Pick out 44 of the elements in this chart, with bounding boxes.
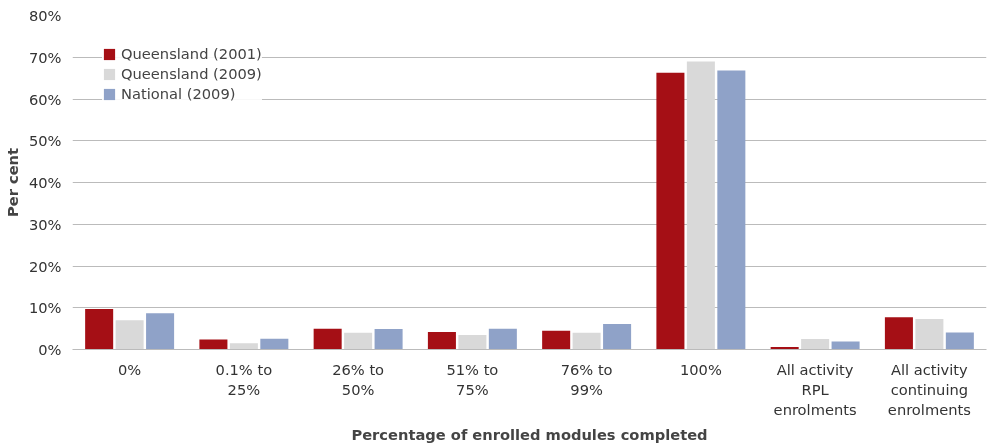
y-tick-label: 70% <box>28 48 62 66</box>
y-tick-label: 20% <box>28 257 62 275</box>
bar <box>915 319 944 350</box>
x-tick-label: All activity RPL enrolments <box>773 360 857 419</box>
y-tick-label: 0% <box>38 341 62 358</box>
y-tick-label: 40% <box>28 174 62 191</box>
y-axis-title: Per cent <box>3 147 21 218</box>
legend-label: Queensland (2009) <box>121 65 262 82</box>
y-tick-label: 60% <box>28 90 62 108</box>
bar <box>945 332 974 350</box>
bar <box>488 328 517 350</box>
bar <box>229 343 258 350</box>
x-tick-label: All activity continuing enrolments <box>887 360 971 419</box>
bar <box>374 329 403 350</box>
bar <box>686 61 715 350</box>
bar <box>801 339 830 350</box>
x-tick-label: 0.1% to 25% <box>215 360 273 398</box>
bar <box>572 332 601 350</box>
bar <box>344 332 373 350</box>
y-tick-label: 30% <box>28 215 62 233</box>
bar <box>199 339 228 350</box>
x-tick-label: 51% to 75% <box>446 360 499 398</box>
x-axis-title: Percentage of enrolled modules completed <box>351 426 708 444</box>
bar <box>603 324 632 350</box>
bar <box>542 330 571 350</box>
bar <box>260 338 289 350</box>
legend-label: National (2009) <box>121 85 236 102</box>
y-tick-label: 50% <box>28 132 62 150</box>
bar <box>146 313 175 350</box>
y-tick-label: 80% <box>28 7 62 24</box>
bar <box>458 334 487 350</box>
x-tick-label: 0% <box>118 360 142 378</box>
bar <box>717 70 746 350</box>
bar <box>85 309 114 350</box>
legend-label: Queensland (2001) <box>121 45 262 62</box>
bar <box>884 317 913 350</box>
bar <box>656 72 685 350</box>
y-tick-label: 10% <box>28 299 62 317</box>
x-tick-label: 100% <box>679 360 722 378</box>
x-tick-label: 26% to 50% <box>332 360 385 398</box>
x-tick-label: 76% to 99% <box>560 360 613 398</box>
bar <box>313 328 342 350</box>
bar <box>427 331 456 350</box>
bar <box>115 320 144 350</box>
